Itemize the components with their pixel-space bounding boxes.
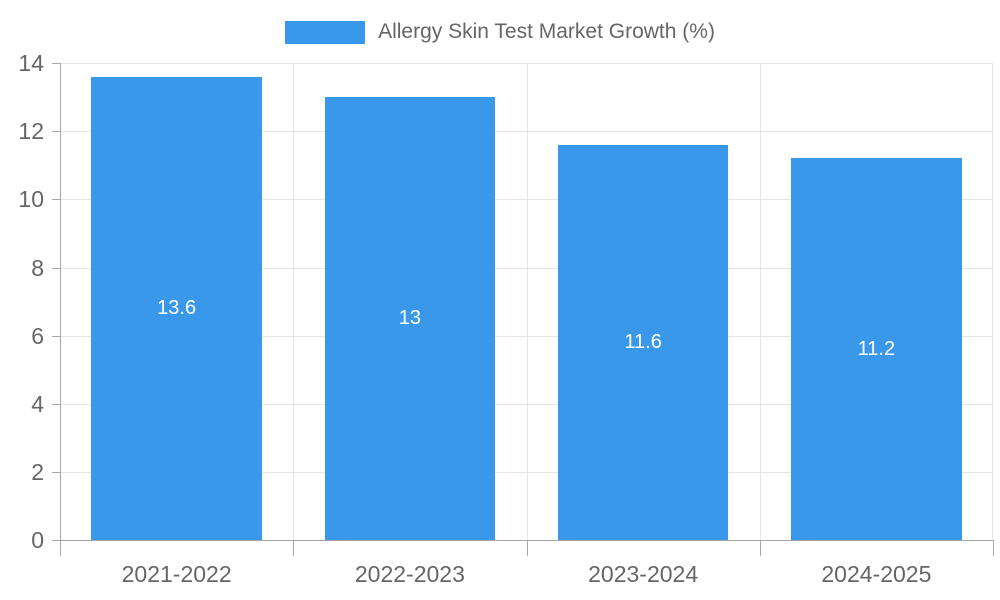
y-tick: [52, 199, 60, 200]
y-axis-labels: 14 12 10 8 6 4 2 0: [0, 51, 44, 552]
bar-value-label: 11.2: [857, 337, 896, 360]
y-tick-label: 8: [31, 255, 44, 281]
y-tick: [52, 404, 60, 405]
bar-2022-2023[interactable]: 13: [324, 97, 495, 540]
x-tick-label: 2022-2023: [354, 561, 465, 587]
legend-label: Allergy Skin Test Market Growth (%): [378, 20, 715, 43]
y-tick: [52, 472, 60, 473]
bar-value-label: 13: [398, 307, 421, 330]
bar-value-label: 13.6: [157, 296, 197, 319]
bar-slot: 11.2: [760, 63, 993, 540]
gridline-x1: [293, 63, 294, 540]
gridline-y8: [60, 268, 993, 269]
y-tick-label: 4: [31, 391, 44, 417]
gridline-y6: [60, 336, 993, 337]
bar-value-label: 11.6: [624, 330, 662, 353]
y-tick: [52, 131, 60, 132]
y-tick-label: 14: [18, 50, 44, 76]
gridline-y4: [60, 404, 993, 405]
gridline-y12: [60, 131, 993, 132]
x-tick: [60, 540, 61, 556]
y-tick: [52, 63, 60, 64]
y-tick-label: 0: [31, 527, 44, 553]
x-tick: [993, 540, 994, 556]
y-tick-label: 12: [18, 118, 44, 144]
x-tick-label: 2021-2022: [121, 561, 232, 587]
x-axis-labels: 2021-2022 2022-2023 2023-2024 2024-2025: [60, 558, 993, 590]
x-tick: [293, 540, 294, 556]
legend-swatch: [285, 20, 366, 44]
bar-2024-2025[interactable]: 11.2: [791, 158, 962, 540]
bar-slot: 11.6: [527, 63, 760, 540]
gridline-x2: [527, 63, 528, 540]
bar-2023-2024[interactable]: 11.6: [557, 144, 729, 540]
bar-slot: 13: [293, 63, 526, 540]
y-tick: [52, 336, 60, 337]
bar-2021-2022[interactable]: 13.6: [91, 76, 262, 540]
y-axis-line: [60, 63, 61, 556]
gridline-y2: [60, 472, 993, 473]
legend[interactable]: Allergy Skin Test Market Growth (%): [0, 20, 1000, 44]
y-tick-label: 6: [31, 323, 44, 349]
y-tick: [52, 268, 60, 269]
gridline-x3: [760, 63, 761, 540]
x-axis-line: [52, 540, 993, 541]
gridline-y14: [60, 63, 993, 64]
plot-area: 13.6 13 11.6 11.2: [60, 63, 993, 540]
bar-slot: 13.6: [60, 63, 293, 540]
gridline-x4: [992, 63, 993, 540]
y-tick-label: 2: [31, 459, 44, 485]
x-tick: [760, 540, 761, 556]
x-tick-label: 2024-2025: [821, 561, 932, 587]
gridline-y10: [60, 199, 993, 200]
y-tick-label: 10: [18, 186, 44, 212]
x-tick-label: 2023-2024: [588, 561, 699, 587]
x-tick: [527, 540, 528, 556]
